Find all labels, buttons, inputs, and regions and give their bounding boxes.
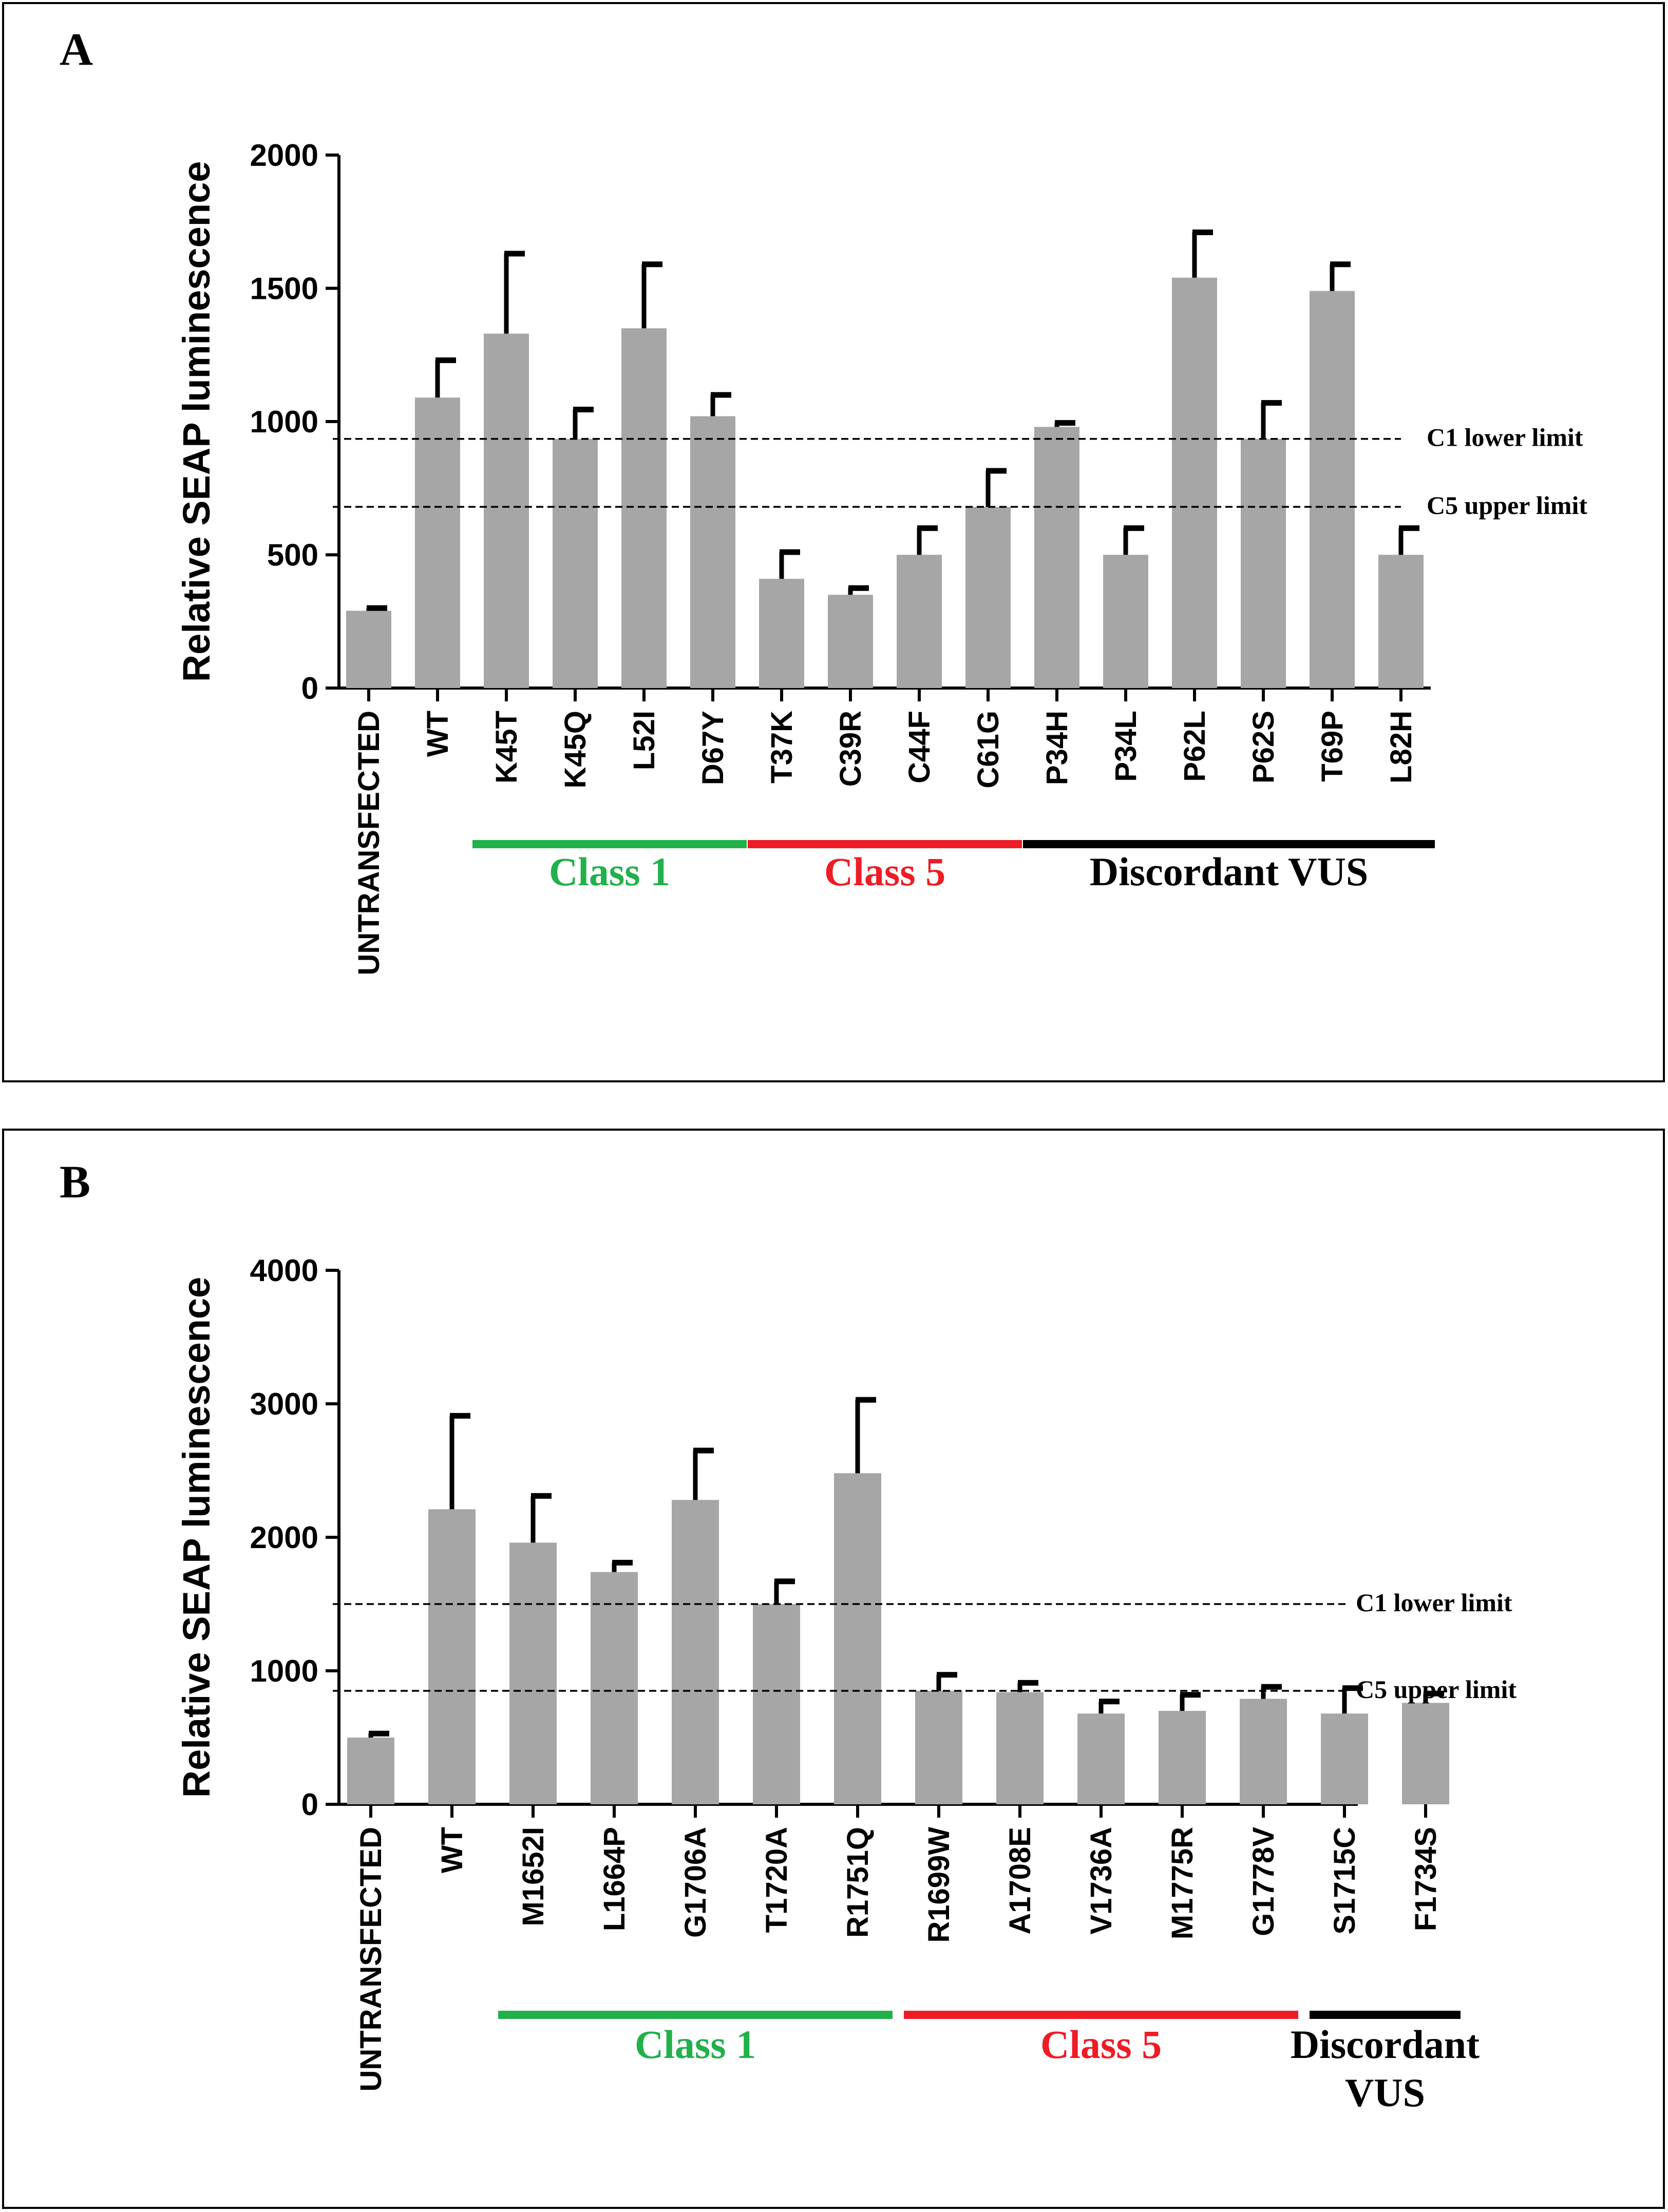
x-tick-label-l52i: L52I bbox=[628, 711, 661, 770]
bar-l82h bbox=[1378, 555, 1424, 688]
x-tick-label-g1778v: G1778V bbox=[1247, 1827, 1280, 1936]
y-tick-label: 0 bbox=[301, 1787, 318, 1822]
bar-c44f bbox=[897, 555, 942, 688]
bar-c39r bbox=[828, 595, 873, 688]
y-tick-label: 0 bbox=[301, 671, 318, 705]
bar-g1778v bbox=[1240, 1699, 1287, 1804]
bar-t69p bbox=[1310, 291, 1355, 688]
bar-c61g bbox=[965, 507, 1011, 688]
x-tick-label-p62l: P62L bbox=[1178, 711, 1211, 782]
y-tick-label: 1500 bbox=[250, 272, 318, 306]
panel-label-b: B bbox=[60, 1157, 90, 1208]
bar-s1715c bbox=[1321, 1713, 1368, 1804]
bar-g1706a bbox=[672, 1500, 719, 1804]
bar-untransfected bbox=[347, 1738, 394, 1804]
x-tick-label-c44f: C44F bbox=[903, 711, 936, 784]
group-label-discordant-vus: Discordant VUS bbox=[1291, 2022, 1480, 2115]
bar-r1751q bbox=[834, 1473, 881, 1804]
x-tick-label-t37k: T37K bbox=[765, 711, 799, 784]
bar-untransfected bbox=[346, 611, 391, 688]
bar-l52i bbox=[621, 328, 667, 688]
x-tick-label-p62s: P62S bbox=[1247, 711, 1280, 784]
bar-p34l bbox=[1103, 555, 1148, 688]
group-bar-discordant-vus bbox=[1023, 840, 1435, 848]
x-tick-label-g1706a: G1706A bbox=[679, 1827, 712, 1938]
x-tick-label-p34h: P34H bbox=[1040, 711, 1074, 785]
y-tick-label: 2000 bbox=[250, 1520, 318, 1555]
x-tick-label-p34l: P34L bbox=[1109, 711, 1143, 782]
panel-label-a: A bbox=[60, 24, 93, 75]
bar-f1734s bbox=[1402, 1703, 1449, 1804]
y-tick-label: 4000 bbox=[250, 1253, 318, 1288]
x-tick-label-c39r: C39R bbox=[834, 711, 867, 787]
bar-a1708e bbox=[996, 1692, 1044, 1804]
bar-t37k bbox=[759, 579, 804, 688]
bar-r1699w bbox=[915, 1691, 962, 1804]
bar-v1736a bbox=[1077, 1713, 1125, 1804]
x-tick-label-t69p: T69P bbox=[1316, 711, 1349, 782]
x-tick-label-r1751q: R1751Q bbox=[841, 1827, 875, 1938]
reference-label-1: C1 lower limit bbox=[1427, 423, 1583, 452]
bar-p62s bbox=[1241, 438, 1286, 688]
y-axis-title: Relative SEAP luminescence bbox=[175, 1277, 218, 1798]
bar-d67y bbox=[690, 416, 735, 688]
panel-b: B Relative SEAP luminescence 0 1000 2000 3000… bbox=[2, 1129, 1665, 2209]
group-label-class-1: Class 1 bbox=[635, 2022, 756, 2067]
x-tick-label-c61g: C61G bbox=[972, 711, 1005, 789]
x-tick-label-v1736a: V1736A bbox=[1085, 1827, 1118, 1935]
group-bar-class-1 bbox=[472, 840, 747, 848]
chart-b: B Relative SEAP luminescence 0 1000 2000 3000… bbox=[60, 1157, 1517, 2115]
x-tick-label-m1652i: M1652I bbox=[517, 1827, 550, 1926]
reference-label-2: C5 upper limit bbox=[1356, 1675, 1517, 1704]
panel-a: A Relative SEAP luminescence 0 500 1000 1500 2… bbox=[2, 2, 1665, 1082]
chart-a: A Relative SEAP luminescence 0 500 1000 1500 2… bbox=[60, 24, 1587, 976]
bar-wt bbox=[428, 1509, 476, 1804]
group-label-class-5: Class 5 bbox=[824, 849, 945, 894]
x-tick-label-wt: WT bbox=[421, 711, 454, 757]
reference-label-2: C5 upper limit bbox=[1427, 491, 1587, 520]
group-bar-discordant-vus bbox=[1310, 2011, 1461, 2019]
bar-t1720a bbox=[753, 1604, 800, 1804]
x-tick-label-k45t: K45T bbox=[490, 711, 523, 784]
x-tick-label-k45q: K45Q bbox=[559, 711, 592, 789]
group-label-line: VUS bbox=[1345, 2070, 1425, 2115]
bar-k45t bbox=[484, 333, 529, 688]
bar-l1664p bbox=[591, 1572, 638, 1804]
x-tick-label-untransfected: UNTRANSFECTED bbox=[352, 711, 386, 976]
x-tick-label-r1699w: R1699W bbox=[922, 1827, 956, 1943]
group-label-class-1: Class 1 bbox=[549, 849, 670, 894]
x-tick-label-a1708e: A1708E bbox=[1003, 1827, 1037, 1935]
group-bar-class-5 bbox=[904, 2011, 1298, 2019]
bar-wt bbox=[415, 397, 460, 688]
y-axis-title: Relative SEAP luminescence bbox=[175, 161, 218, 682]
group-label-discordant-vus: Discordant VUS bbox=[1090, 849, 1368, 894]
y-tick-label: 2000 bbox=[250, 138, 318, 173]
bar-p62l bbox=[1172, 277, 1217, 688]
x-tick-label-s1715c: S1715C bbox=[1328, 1827, 1361, 1935]
bar-m1775r bbox=[1159, 1711, 1206, 1804]
x-tick-label-m1775r: M1775R bbox=[1166, 1827, 1199, 1939]
bar-k45q bbox=[553, 438, 598, 688]
x-tick-label-l1664p: L1664P bbox=[598, 1827, 631, 1931]
x-tick-label-l82h: L82H bbox=[1385, 711, 1418, 784]
x-tick-label-wt: WT bbox=[435, 1827, 469, 1873]
x-tick-label-t1720a: T1720A bbox=[760, 1827, 793, 1933]
y-tick-label: 500 bbox=[267, 538, 318, 573]
y-tick-label: 3000 bbox=[250, 1387, 318, 1421]
group-label-line: Discordant bbox=[1291, 2022, 1480, 2067]
reference-label-1: C1 lower limit bbox=[1356, 1588, 1512, 1617]
group-bar-class-1 bbox=[498, 2011, 893, 2019]
x-tick-label-f1734s: F1734S bbox=[1409, 1827, 1443, 1931]
x-tick-label-untransfected: UNTRANSFECTED bbox=[354, 1827, 388, 2092]
bar-p34h bbox=[1034, 427, 1079, 688]
bar-m1652i bbox=[509, 1542, 557, 1804]
x-tick-label-d67y: D67Y bbox=[696, 711, 730, 785]
y-tick-label: 1000 bbox=[250, 405, 318, 439]
group-label-class-5: Class 5 bbox=[1040, 2022, 1162, 2067]
group-bar-class-5 bbox=[748, 840, 1022, 848]
y-tick-label: 1000 bbox=[250, 1654, 318, 1688]
